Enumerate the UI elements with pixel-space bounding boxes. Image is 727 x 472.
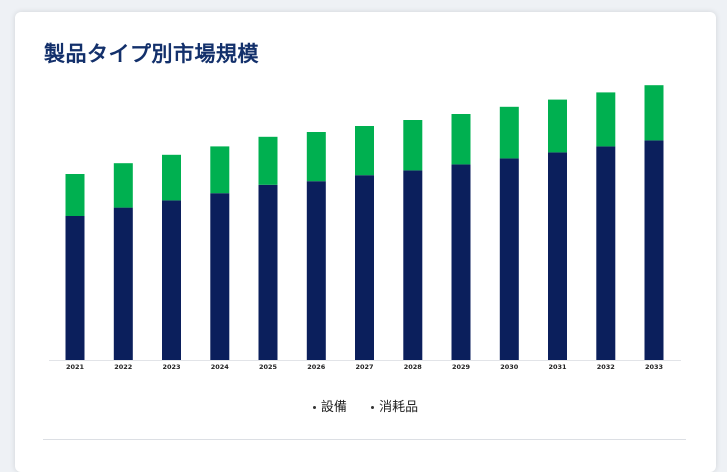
x-tick-label-2025: 2025	[259, 363, 278, 371]
legend-item-consumables[interactable]: 消耗品	[371, 396, 418, 415]
bar-equipment-2026[interactable]	[306, 181, 326, 360]
x-tick-label-2031: 2031	[548, 363, 567, 371]
bar-equipment-2027[interactable]	[355, 175, 374, 360]
chart-card: 製品タイプ別市場規模 2021 2022 2023 2024 2025 2026 2027 2…	[15, 12, 716, 472]
bar-consumables-2023[interactable]	[162, 154, 181, 201]
legend-item-equipment[interactable]: 設備	[312, 396, 347, 415]
x-tick-labels: 2021 2022 2023 2024 2025 2026 2027 2028 2029 2030…	[66, 363, 663, 371]
bar-consumables-2028[interactable]	[403, 120, 423, 171]
bottom-divider	[43, 439, 686, 440]
x-tick-label-2032: 2032	[597, 363, 615, 371]
bars-group	[65, 85, 664, 360]
x-tick-label-2033: 2033	[645, 363, 663, 371]
legend-dot-icon	[312, 406, 316, 409]
bar-consumables-2022[interactable]	[113, 163, 133, 208]
bar-equipment-2028[interactable]	[403, 170, 423, 360]
legend: 設備 消耗品	[15, 396, 716, 415]
legend-label-equipment: 設備	[320, 400, 347, 415]
bar-equipment-2029[interactable]	[451, 164, 471, 360]
bar-consumables-2033[interactable]	[644, 85, 664, 141]
bar-equipment-2031[interactable]	[548, 152, 567, 360]
x-tick-label-2027: 2027	[355, 363, 373, 371]
bar-consumables-2030[interactable]	[499, 106, 519, 159]
x-tick-label-2028: 2028	[404, 363, 423, 371]
bar-consumables-2026[interactable]	[306, 132, 326, 182]
x-tick-label-2023: 2023	[162, 363, 180, 371]
bar-consumables-2025[interactable]	[258, 136, 278, 185]
bar-equipment-2025[interactable]	[258, 184, 278, 360]
x-tick-label-2021: 2021	[66, 363, 85, 371]
bar-consumables-2024[interactable]	[210, 146, 230, 194]
x-tick-label-2030: 2030	[500, 363, 519, 371]
x-tick-label-2026: 2026	[307, 363, 326, 371]
bar-equipment-2033[interactable]	[644, 140, 664, 360]
bar-equipment-2023[interactable]	[162, 200, 181, 360]
bar-consumables-2029[interactable]	[451, 114, 471, 165]
legend-label-consumables: 消耗品	[379, 400, 419, 415]
chart-title: 製品タイプ別市場規模	[44, 42, 259, 66]
bar-consumables-2032[interactable]	[596, 92, 616, 147]
x-tick-label-2029: 2029	[452, 363, 471, 371]
bar-consumables-2021[interactable]	[65, 174, 85, 216]
legend-dot-icon	[371, 406, 375, 409]
bar-equipment-2024[interactable]	[210, 193, 230, 360]
bar-consumables-2031[interactable]	[548, 99, 567, 153]
stacked-bar-chart: 2021 2022 2023 2024 2025 2026 2027 2028 2029 2030…	[49, 85, 681, 371]
bar-consumables-2027[interactable]	[355, 126, 374, 176]
bar-equipment-2022[interactable]	[113, 207, 133, 360]
bar-equipment-2030[interactable]	[499, 158, 519, 360]
x-tick-label-2024: 2024	[211, 363, 230, 371]
bar-equipment-2021[interactable]	[65, 216, 85, 360]
bar-equipment-2032[interactable]	[596, 146, 616, 360]
x-tick-label-2022: 2022	[114, 363, 132, 371]
